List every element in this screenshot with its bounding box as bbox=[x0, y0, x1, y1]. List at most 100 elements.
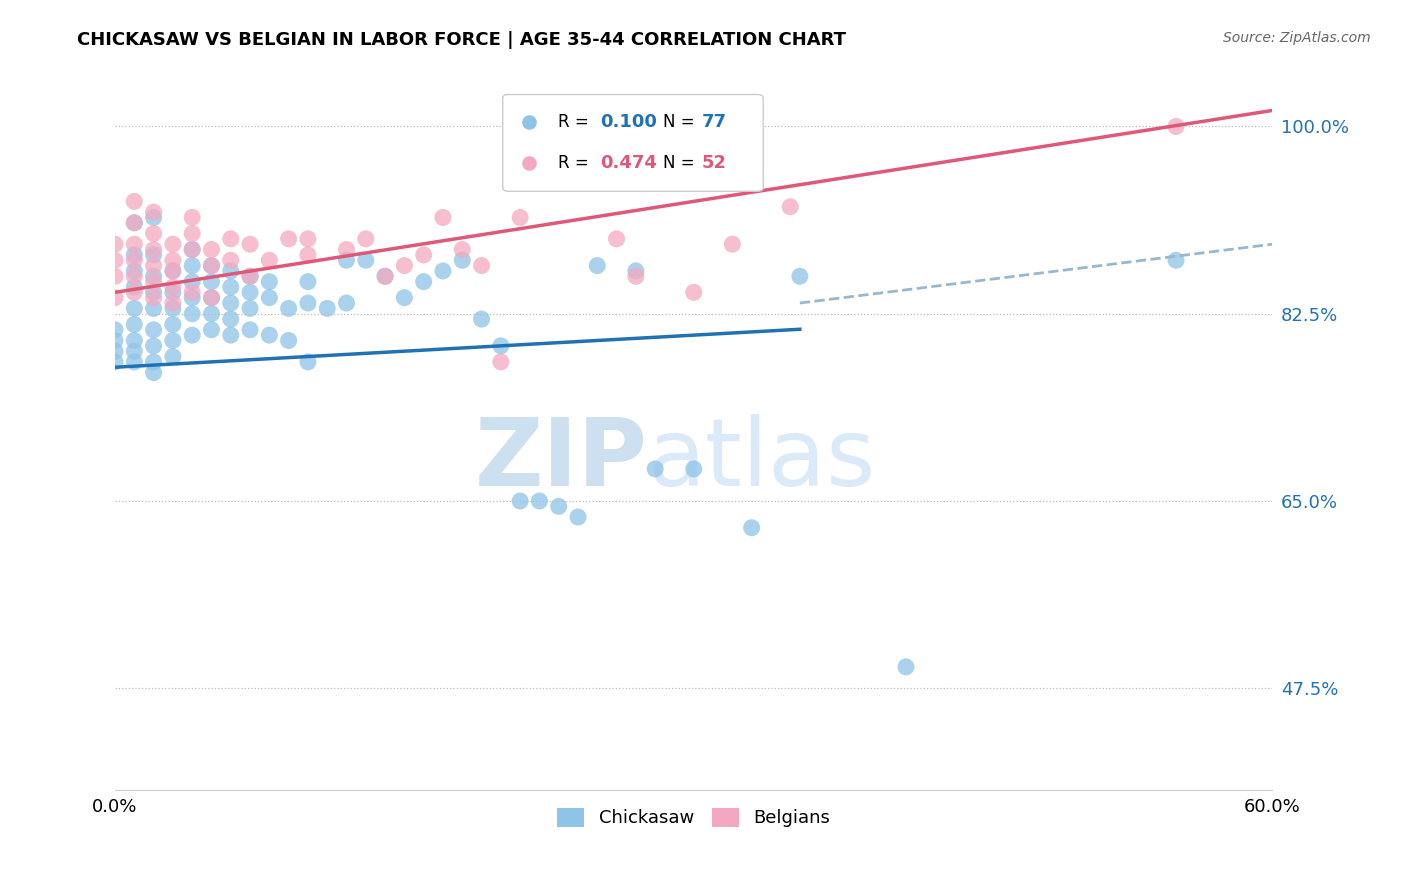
Point bbox=[470, 259, 492, 273]
Point bbox=[162, 318, 184, 332]
Text: 0.100: 0.100 bbox=[600, 113, 657, 131]
Point bbox=[297, 232, 319, 246]
Point bbox=[162, 301, 184, 316]
Text: atlas: atlas bbox=[647, 414, 876, 506]
Point bbox=[259, 291, 281, 305]
Point bbox=[239, 301, 262, 316]
Point bbox=[682, 285, 704, 300]
Point bbox=[104, 269, 127, 284]
Point bbox=[412, 275, 434, 289]
Point bbox=[162, 264, 184, 278]
Point bbox=[142, 248, 165, 262]
Point bbox=[509, 211, 531, 225]
Point bbox=[104, 253, 127, 268]
Point bbox=[124, 334, 146, 348]
Point bbox=[794, 193, 817, 207]
Point bbox=[1164, 253, 1187, 268]
Legend: Chickasaw, Belgians: Chickasaw, Belgians bbox=[550, 801, 838, 835]
Point bbox=[219, 232, 242, 246]
Point bbox=[239, 323, 262, 337]
Text: CHICKASAW VS BELGIAN IN LABOR FORCE | AGE 35-44 CORRELATION CHART: CHICKASAW VS BELGIAN IN LABOR FORCE | AG… bbox=[77, 31, 846, 49]
Text: Source: ZipAtlas.com: Source: ZipAtlas.com bbox=[1223, 31, 1371, 45]
Point bbox=[104, 355, 127, 369]
Point bbox=[124, 194, 146, 209]
Point bbox=[200, 259, 222, 273]
Point bbox=[394, 259, 416, 273]
Point bbox=[181, 259, 204, 273]
Point bbox=[297, 248, 319, 262]
Point bbox=[200, 323, 222, 337]
Point bbox=[354, 253, 377, 268]
Point bbox=[374, 269, 396, 284]
Point bbox=[682, 462, 704, 476]
Point bbox=[181, 211, 204, 225]
Point bbox=[124, 264, 146, 278]
Point bbox=[200, 243, 222, 257]
Text: R =: R = bbox=[558, 113, 595, 131]
Point bbox=[259, 328, 281, 343]
Point bbox=[142, 205, 165, 219]
Point bbox=[335, 253, 357, 268]
Point bbox=[142, 211, 165, 225]
Point bbox=[239, 269, 262, 284]
Point bbox=[586, 259, 609, 273]
Point bbox=[335, 296, 357, 310]
Point bbox=[142, 323, 165, 337]
Point bbox=[1164, 120, 1187, 134]
Point bbox=[142, 355, 165, 369]
Point bbox=[470, 312, 492, 326]
Point bbox=[200, 275, 222, 289]
Point bbox=[142, 275, 165, 289]
Point bbox=[277, 232, 299, 246]
Point bbox=[162, 334, 184, 348]
Point bbox=[181, 243, 204, 257]
Point bbox=[200, 291, 222, 305]
Point bbox=[297, 275, 319, 289]
Point bbox=[162, 237, 184, 252]
Point bbox=[239, 237, 262, 252]
Point bbox=[277, 301, 299, 316]
Point bbox=[142, 243, 165, 257]
Point bbox=[567, 510, 589, 524]
Text: R =: R = bbox=[558, 154, 595, 172]
Point bbox=[181, 307, 204, 321]
Point bbox=[794, 254, 817, 268]
Point bbox=[894, 660, 917, 674]
Point bbox=[142, 291, 165, 305]
Point bbox=[624, 269, 647, 284]
Point bbox=[335, 243, 357, 257]
Point bbox=[451, 253, 474, 268]
Text: 77: 77 bbox=[702, 113, 727, 131]
Point bbox=[104, 291, 127, 305]
Point bbox=[142, 227, 165, 241]
Text: ZIP: ZIP bbox=[475, 414, 647, 506]
Point bbox=[297, 355, 319, 369]
Point bbox=[489, 339, 512, 353]
Point bbox=[606, 232, 628, 246]
Point bbox=[142, 366, 165, 380]
Point bbox=[124, 285, 146, 300]
Point bbox=[162, 350, 184, 364]
Point bbox=[124, 216, 146, 230]
Point bbox=[104, 334, 127, 348]
Point bbox=[124, 318, 146, 332]
Point bbox=[374, 269, 396, 284]
Point bbox=[104, 344, 127, 359]
Point bbox=[104, 237, 127, 252]
Point bbox=[200, 259, 222, 273]
Point bbox=[219, 312, 242, 326]
Point bbox=[509, 494, 531, 508]
Point bbox=[219, 296, 242, 310]
Point bbox=[142, 259, 165, 273]
Point bbox=[124, 344, 146, 359]
Point bbox=[277, 334, 299, 348]
Point bbox=[124, 280, 146, 294]
Point bbox=[624, 264, 647, 278]
Point bbox=[316, 301, 339, 316]
Point bbox=[124, 355, 146, 369]
Point bbox=[239, 285, 262, 300]
Point bbox=[412, 248, 434, 262]
Point bbox=[219, 253, 242, 268]
Point bbox=[451, 243, 474, 257]
Text: 52: 52 bbox=[702, 154, 727, 172]
